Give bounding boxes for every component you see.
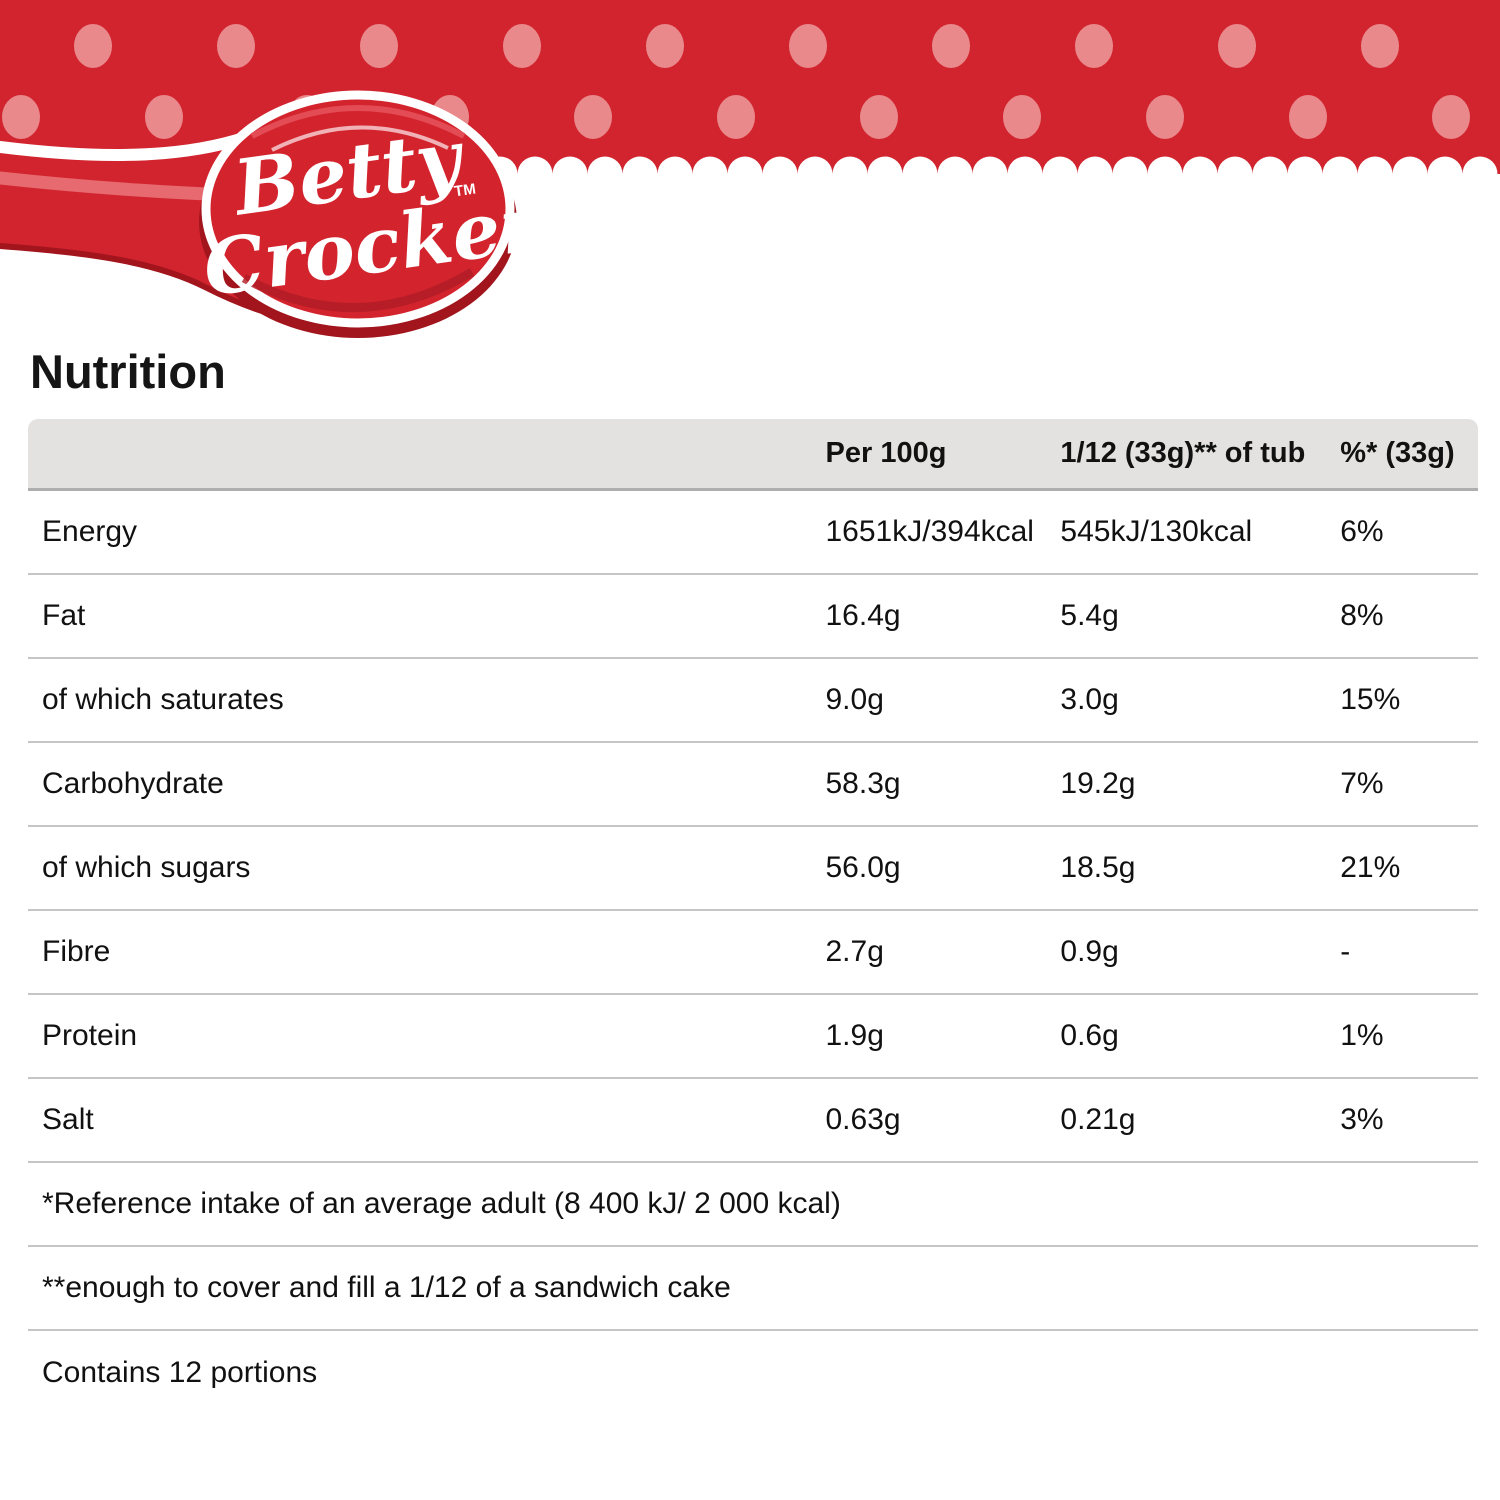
footnote-reference-intake: *Reference intake of an average adult (8… (28, 1163, 1478, 1247)
row-percent-value: 15% (1340, 683, 1401, 716)
bowl-bottom-shadow (241, 268, 475, 312)
betty-crocker-spoon-logo: Betty Crocker TM (0, 90, 551, 338)
row-percent-value: 21% (1340, 851, 1401, 884)
row-label: of which saturates (42, 683, 284, 716)
table-row-carbohydrate: Carbohydrate 58.3g 19.2g 7% (28, 743, 1478, 827)
brand-banner: Betty Crocker TM (0, 0, 1500, 338)
row-portion-value: 18.5g (1060, 851, 1136, 884)
table-row-saturates: of which saturates 9.0g 3.0g 15% (28, 659, 1478, 743)
row-per100-value: 0.63g (825, 1103, 901, 1136)
table-row-fibre: Fibre 2.7g 0.9g - (28, 911, 1478, 995)
row-per100-value: 58.3g (825, 767, 901, 800)
table-row-sugars: of which sugars 56.0g 18.5g 21% (28, 827, 1478, 911)
row-per100-value: 1651kJ/394kcal (825, 515, 1034, 548)
bowl-top-highlight (250, 105, 466, 139)
footnote-text: **enough to cover and fill a 1/12 of a s… (42, 1271, 731, 1304)
row-portion-value: 19.2g (1060, 767, 1136, 800)
row-portion-value: 545kJ/130kcal (1060, 515, 1253, 548)
header-per-100g: Per 100g (825, 437, 947, 469)
row-portion-value: 0.9g (1060, 935, 1119, 968)
page-title: Nutrition (30, 345, 226, 398)
nutrition-table: Per 100g 1/12 (33g)** of tub %* (33g) En… (28, 419, 1478, 1415)
row-percent-value: 6% (1340, 515, 1384, 548)
footnote-portions-count: Contains 12 portions (28, 1331, 1478, 1415)
row-percent-value: 1% (1340, 1019, 1384, 1052)
table-row-fat: Fat 16.4g 5.4g 8% (28, 575, 1478, 659)
header-per-portion: 1/12 (33g)** of tub (1060, 437, 1306, 469)
row-label: Salt (42, 1103, 94, 1136)
row-portion-value: 0.21g (1060, 1103, 1136, 1136)
row-percent-value: 3% (1340, 1103, 1384, 1136)
row-percent-value: 7% (1340, 767, 1384, 800)
row-portion-value: 0.6g (1060, 1019, 1119, 1052)
trademark-symbol: TM (453, 181, 477, 201)
row-per100-value: 56.0g (825, 851, 901, 884)
row-per100-value: 9.0g (825, 683, 884, 716)
row-per100-value: 1.9g (825, 1019, 884, 1052)
row-portion-value: 5.4g (1060, 599, 1119, 632)
row-percent-value: 8% (1340, 599, 1384, 632)
footnote-text: Contains 12 portions (42, 1356, 318, 1389)
row-label: of which sugars (42, 851, 251, 884)
row-per100-value: 2.7g (825, 935, 884, 968)
footnote-portion-note: **enough to cover and fill a 1/12 of a s… (28, 1247, 1478, 1331)
header-percent: %* (33g) (1340, 437, 1455, 469)
table-row-protein: Protein 1.9g 0.6g 1% (28, 995, 1478, 1079)
footnote-text: *Reference intake of an average adult (8… (42, 1187, 841, 1220)
row-label: Fibre (42, 935, 111, 968)
row-label: Fat (42, 599, 86, 632)
spoon-bowl (201, 90, 515, 328)
row-per100-value: 16.4g (825, 599, 901, 632)
table-row-energy: Energy 1651kJ/394kcal 545kJ/130kcal 6% (28, 491, 1478, 575)
row-label: Protein (42, 1019, 138, 1052)
row-label: Carbohydrate (42, 767, 224, 800)
table-header-row: Per 100g 1/12 (33g)** of tub %* (33g) (28, 419, 1478, 491)
row-portion-value: 3.0g (1060, 683, 1119, 716)
bowl-top-inner-line (271, 125, 449, 152)
row-label: Energy (42, 515, 138, 548)
table-row-salt: Salt 0.63g 0.21g 3% (28, 1079, 1478, 1163)
row-percent-value: - (1340, 935, 1351, 968)
